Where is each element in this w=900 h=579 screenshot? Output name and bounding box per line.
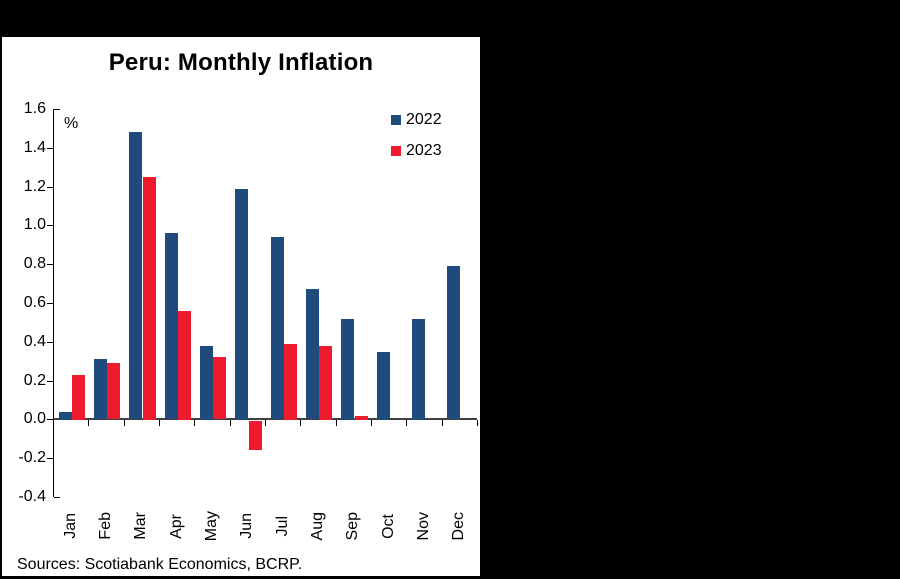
x-axis-label-text: Feb bbox=[97, 512, 114, 540]
bar-2023-mar bbox=[143, 177, 156, 420]
legend-label-2023: 2023 bbox=[406, 142, 442, 159]
x-axis-tick-3 bbox=[159, 420, 160, 426]
x-axis-tick-7 bbox=[300, 420, 301, 426]
bar-2022-jul bbox=[271, 237, 284, 419]
bar-2023-jan bbox=[72, 375, 85, 420]
y-axis-tick-0.2 bbox=[47, 381, 53, 382]
y-axis-label-0.6: 0.6 bbox=[23, 294, 46, 311]
bar-2023-sep bbox=[355, 416, 368, 420]
x-axis-tick-5 bbox=[230, 420, 231, 426]
bar-2022-feb bbox=[94, 359, 107, 419]
y-axis-tick-0.0 bbox=[47, 419, 53, 420]
x-axis-label-dec: Dec bbox=[449, 500, 469, 552]
x-axis-label-text: Jul bbox=[274, 515, 291, 537]
x-axis-label-text: Oct bbox=[380, 513, 397, 539]
bar-2022-jan bbox=[59, 412, 72, 420]
legend-swatch-2022 bbox=[391, 115, 401, 125]
x-axis-tick-6 bbox=[265, 420, 266, 426]
bar-2022-apr bbox=[165, 233, 178, 419]
y-axis-label--0.4: -0.4 bbox=[18, 488, 46, 505]
x-axis-label-text: Dec bbox=[450, 511, 467, 541]
bar-2022-sep bbox=[341, 319, 354, 420]
y-axis-label-1.2: 1.2 bbox=[23, 178, 46, 195]
x-axis-label-text: Aug bbox=[309, 511, 326, 541]
x-axis-label-mar: Mar bbox=[131, 500, 151, 552]
y-axis-label-1.0: 1.0 bbox=[23, 216, 46, 233]
x-axis-label-feb: Feb bbox=[96, 500, 116, 552]
legend-swatch-2023 bbox=[391, 146, 401, 156]
x-axis-label-jul: Jul bbox=[273, 500, 293, 552]
y-axis-tick-0.4 bbox=[47, 342, 53, 343]
x-axis-tick-4 bbox=[194, 420, 195, 426]
y-axis-label-1.4: 1.4 bbox=[23, 139, 46, 156]
bar-2022-oct bbox=[377, 352, 390, 420]
x-axis-label-text: Mar bbox=[132, 512, 149, 540]
y-axis-unit-label: % bbox=[64, 115, 79, 132]
bar-2022-may bbox=[200, 346, 213, 420]
legend-item-2022: 2022 bbox=[391, 111, 442, 129]
y-axis-label-0.8: 0.8 bbox=[23, 255, 46, 272]
x-axis-label-text: Jan bbox=[62, 513, 79, 539]
bar-2022-mar bbox=[129, 132, 142, 419]
y-axis-tick-1.6 bbox=[54, 109, 60, 110]
x-axis-tick-12 bbox=[477, 420, 478, 426]
bar-2022-aug bbox=[306, 289, 319, 419]
bar-2023-jul bbox=[284, 344, 297, 420]
x-axis-label-jun: Jun bbox=[237, 500, 257, 552]
x-axis-label-apr: Apr bbox=[167, 500, 187, 552]
x-axis-label-may: May bbox=[202, 500, 222, 552]
x-axis-label-text: Nov bbox=[415, 511, 432, 541]
y-axis-tick-0.8 bbox=[47, 264, 53, 265]
y-axis-tick-1.2 bbox=[47, 187, 53, 188]
x-axis-tick-10 bbox=[406, 420, 407, 426]
x-axis-tick-8 bbox=[336, 420, 337, 426]
x-axis-tick-9 bbox=[371, 420, 372, 426]
x-axis-label-jan: Jan bbox=[61, 500, 81, 552]
chart-card: Peru: Monthly Inflation 2022 2023 1.6 1.4 1… bbox=[2, 37, 480, 576]
x-axis-label-text: May bbox=[203, 510, 220, 542]
y-axis-tick--0.2 bbox=[47, 458, 53, 459]
y-axis-label-1.6: 1.6 bbox=[23, 100, 46, 117]
y-axis-label--0.2: -0.2 bbox=[18, 449, 46, 466]
plot-area: % bbox=[53, 109, 478, 497]
bar-2023-may bbox=[213, 357, 226, 419]
bar-2023-jun bbox=[249, 421, 262, 450]
bar-2022-jun bbox=[235, 189, 248, 420]
x-axis-tick-2 bbox=[124, 420, 125, 426]
y-axis-tick--0.4 bbox=[54, 497, 60, 498]
bar-2023-aug bbox=[319, 346, 332, 420]
x-axis-tick-11 bbox=[442, 420, 443, 426]
y-axis-tick-1.4 bbox=[47, 148, 53, 149]
x-axis-label-aug: Aug bbox=[308, 500, 328, 552]
legend-item-2023: 2023 bbox=[391, 142, 442, 160]
bar-2023-feb bbox=[107, 363, 120, 419]
legend-label-2022: 2022 bbox=[406, 111, 442, 128]
chart-legend: 2022 2023 bbox=[391, 111, 442, 173]
x-axis-tick-1 bbox=[88, 420, 89, 426]
bar-2022-dec bbox=[447, 266, 460, 419]
y-axis-label-0.4: 0.4 bbox=[23, 333, 46, 350]
x-axis-zero-line bbox=[53, 418, 477, 420]
x-axis-label-text: Apr bbox=[168, 513, 185, 539]
bar-2022-nov bbox=[412, 319, 425, 420]
x-axis-label-nov: Nov bbox=[414, 500, 434, 552]
x-axis-label-text: Jun bbox=[238, 513, 255, 539]
y-axis-tick-1.0 bbox=[47, 225, 53, 226]
x-axis-label-oct: Oct bbox=[379, 500, 399, 552]
chart-title: Peru: Monthly Inflation bbox=[108, 49, 374, 76]
x-axis-label-sep: Sep bbox=[343, 500, 363, 552]
bar-2023-apr bbox=[178, 311, 191, 420]
x-axis-label-text: Sep bbox=[344, 511, 361, 541]
source-note: Sources: Scotiabank Economics, BCRP. bbox=[17, 556, 303, 573]
y-axis-tick-0.6 bbox=[47, 303, 53, 304]
y-axis-label-0.2: 0.2 bbox=[23, 372, 46, 389]
y-axis-label-0.0: 0.0 bbox=[23, 410, 46, 427]
